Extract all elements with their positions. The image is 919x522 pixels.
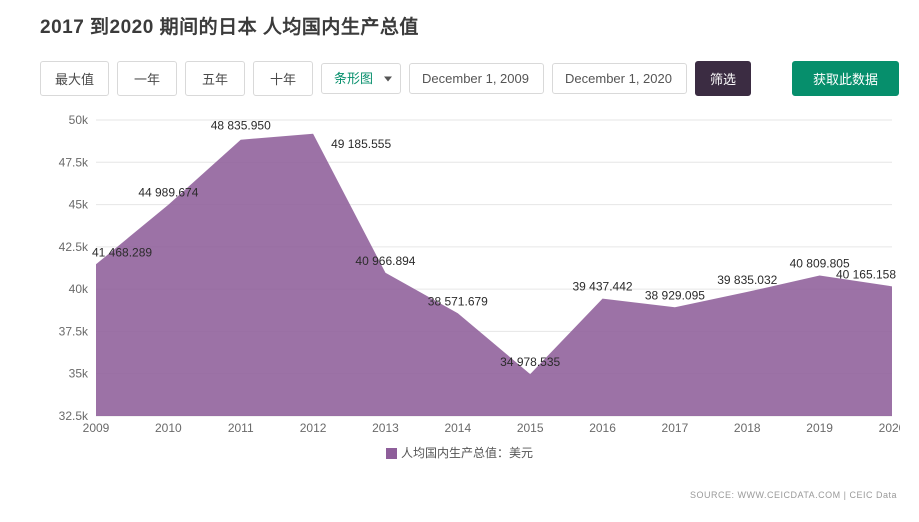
get-data-button[interactable]: 获取此数据 bbox=[792, 61, 899, 96]
legend-label: 人均国内生产总值：美元 bbox=[401, 446, 533, 460]
svg-text:37.5k: 37.5k bbox=[59, 324, 89, 338]
svg-text:40 165.158: 40 165.158 bbox=[836, 267, 896, 281]
svg-text:34 978.535: 34 978.535 bbox=[500, 355, 560, 369]
svg-text:38 571.679: 38 571.679 bbox=[428, 294, 488, 308]
legend-swatch bbox=[386, 448, 397, 459]
svg-text:2011: 2011 bbox=[228, 421, 254, 435]
filter-button[interactable]: 筛选 bbox=[695, 61, 751, 96]
svg-text:48 835.950: 48 835.950 bbox=[211, 119, 271, 133]
svg-text:42.5k: 42.5k bbox=[59, 240, 89, 254]
svg-text:2015: 2015 bbox=[517, 421, 544, 435]
svg-text:2016: 2016 bbox=[589, 421, 616, 435]
svg-text:49 185.555: 49 185.555 bbox=[331, 137, 391, 151]
svg-text:2013: 2013 bbox=[372, 421, 399, 435]
svg-text:2020: 2020 bbox=[879, 421, 900, 435]
svg-text:2010: 2010 bbox=[155, 421, 182, 435]
svg-text:2017: 2017 bbox=[662, 421, 689, 435]
svg-text:39 437.442: 39 437.442 bbox=[573, 280, 633, 294]
svg-text:2012: 2012 bbox=[300, 421, 327, 435]
chart-area: 32.5k35k37.5k40k42.5k45k47.5k50k20092010… bbox=[40, 110, 879, 461]
svg-text:2018: 2018 bbox=[734, 421, 761, 435]
source-attribution: SOURCE: WWW.CEICDATA.COM | CEIC Data bbox=[690, 490, 897, 500]
svg-text:2009: 2009 bbox=[83, 421, 110, 435]
legend: 人均国内生产总值：美元 bbox=[40, 444, 879, 461]
svg-text:45k: 45k bbox=[69, 198, 89, 212]
range-5y-button[interactable]: 五年 bbox=[185, 61, 245, 96]
date-to-input[interactable] bbox=[552, 63, 687, 94]
svg-text:40 966.894: 40 966.894 bbox=[355, 254, 415, 268]
range-1y-button[interactable]: 一年 bbox=[117, 61, 177, 96]
svg-text:40k: 40k bbox=[69, 282, 89, 296]
svg-text:2014: 2014 bbox=[444, 421, 471, 435]
svg-text:39 835.032: 39 835.032 bbox=[717, 273, 777, 287]
svg-text:2019: 2019 bbox=[806, 421, 833, 435]
page-title: 2017 到2020 期间的日本 人均国内生产总值 bbox=[40, 12, 899, 39]
area-chart: 32.5k35k37.5k40k42.5k45k47.5k50k20092010… bbox=[40, 110, 900, 440]
svg-text:38 929.095: 38 929.095 bbox=[645, 288, 705, 302]
svg-text:35k: 35k bbox=[69, 367, 89, 381]
svg-text:47.5k: 47.5k bbox=[59, 155, 89, 169]
svg-text:44 989.674: 44 989.674 bbox=[138, 186, 198, 200]
controls-bar: 最大值 一年 五年 十年 条形图 筛选 获取此数据 bbox=[40, 61, 899, 96]
date-from-input[interactable] bbox=[409, 63, 544, 94]
range-max-button[interactable]: 最大值 bbox=[40, 61, 109, 96]
range-10y-button[interactable]: 十年 bbox=[253, 61, 313, 96]
svg-text:41 468.289: 41 468.289 bbox=[92, 245, 152, 259]
svg-text:50k: 50k bbox=[69, 113, 89, 127]
chart-type-select[interactable]: 条形图 bbox=[321, 63, 401, 94]
